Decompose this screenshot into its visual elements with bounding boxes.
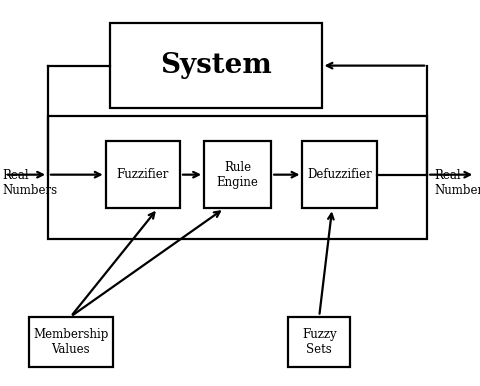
Bar bbox=[288, 317, 350, 367]
Text: Rule
Engine: Rule Engine bbox=[216, 161, 259, 189]
Text: Defuzzifier: Defuzzifier bbox=[307, 168, 372, 181]
Bar bbox=[110, 23, 322, 108]
Bar bbox=[204, 141, 271, 208]
Text: Fuzzifier: Fuzzifier bbox=[117, 168, 169, 181]
Text: Membership
Values: Membership Values bbox=[33, 328, 108, 356]
Text: Real
Numbers: Real Numbers bbox=[2, 169, 58, 197]
Bar bbox=[302, 141, 377, 208]
Bar bbox=[29, 317, 113, 367]
Text: Fuzzy
Sets: Fuzzy Sets bbox=[302, 328, 336, 356]
Text: Real
Numbers: Real Numbers bbox=[434, 169, 480, 197]
Bar bbox=[106, 141, 180, 208]
Bar bbox=[48, 116, 427, 239]
Text: System: System bbox=[160, 52, 272, 79]
